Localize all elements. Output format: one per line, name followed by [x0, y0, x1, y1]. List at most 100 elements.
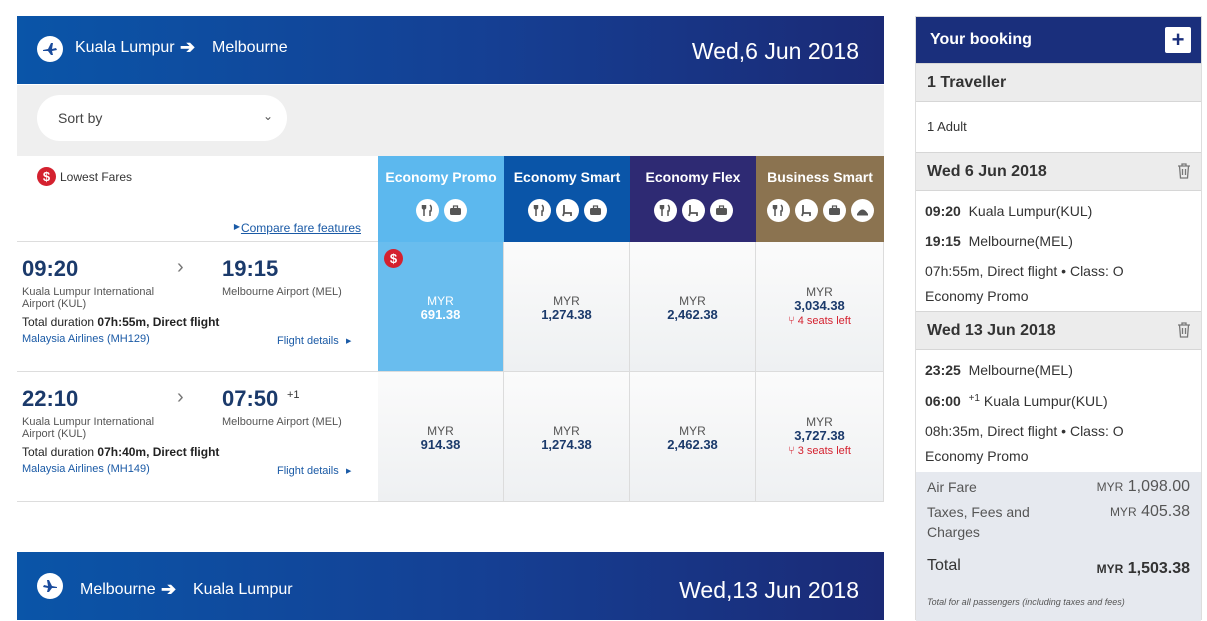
leg-info: 08h:35m, Direct flight • Class: O	[925, 423, 1124, 439]
fare-currency: MYR	[806, 285, 833, 299]
leg-departure: 09:20 Kuala Lumpur(KUL)	[925, 203, 1093, 219]
fare-header-economy-smart[interactable]: Economy Smart	[504, 156, 630, 242]
flight-duration: Total duration 07h:55m, Direct flight	[22, 315, 220, 329]
flight-row: 09:20 › 19:15 Kuala Lumpur International…	[17, 242, 378, 372]
compare-fare-features-link[interactable]: Compare fare features	[240, 221, 361, 235]
fare-amount: 2,462.38	[667, 307, 718, 322]
lowest-fares-label: Lowest Fares	[60, 170, 133, 184]
airline-flight-number: Malaysia Airlines (MH149)	[22, 463, 150, 475]
plus-icon[interactable]: +	[1165, 27, 1191, 53]
leg-date: Wed 13 Jun 2018	[927, 322, 1056, 339]
leg-fare-class: Economy Promo	[925, 288, 1029, 304]
seat-icon: ⑂	[788, 445, 798, 457]
fare-legend: $ Lowest Fares ▶ Compare fare features	[17, 156, 378, 242]
plane-icon	[37, 36, 63, 62]
outbound-route-header: Kuala Lumpur ➔ Melbourne Wed,6 Jun 2018	[17, 16, 884, 84]
traveller-detail: 1 Adult	[927, 119, 967, 134]
next-day-indicator: +1	[287, 389, 300, 401]
seats-left: ⑂ 3 seats left	[788, 445, 851, 457]
destination-city: Melbourne	[212, 39, 288, 56]
fare-amount: 691.38	[420, 307, 461, 322]
arrow-right-icon: ➔	[161, 579, 177, 599]
triangle-right-icon: ▶	[346, 468, 352, 475]
air-fare-value: MYR 1,098.00	[1096, 478, 1190, 495]
arrival-time: 07:50	[222, 386, 279, 411]
meal-icon	[766, 199, 790, 222]
taxes-value: MYR 405.38	[1109, 503, 1190, 520]
triangle-right-icon: ▶	[346, 338, 352, 345]
leg-fare-class: Economy Promo	[925, 448, 1029, 464]
flight-details-link[interactable]: Flight details	[277, 335, 339, 347]
meal-icon	[527, 199, 551, 222]
fare-option-economy-flex[interactable]: MYR 2,462.38	[630, 242, 756, 372]
fare-option-business-smart[interactable]: MYR 3,727.38 ⑂ 3 seats left	[756, 372, 884, 502]
seat-icon	[681, 199, 705, 222]
fare-amount: 3,727.38	[794, 428, 845, 443]
arrow-right-icon: ➔	[180, 37, 196, 57]
seats-left: ⑂ 4 seats left	[788, 315, 851, 327]
return-route-header: Melbourne ➔ Kuala Lumpur Wed,13 Jun 2018	[17, 552, 884, 620]
baggage-icon	[822, 199, 846, 222]
seat-icon	[794, 199, 818, 222]
seat-icon: ⑂	[788, 315, 798, 327]
fare-option-economy-promo[interactable]: $ MYR 691.38	[378, 242, 504, 372]
price-summary: Air Fare MYR 1,098.00 Taxes, Fees and Ch…	[916, 472, 1201, 621]
trash-icon[interactable]	[1177, 163, 1191, 184]
fare-class-name: Economy Smart	[513, 169, 621, 185]
air-fare-label: Air Fare	[927, 479, 977, 495]
lounge-icon	[850, 199, 874, 222]
leg-arrival: 06:00 +1 Kuala Lumpur(KUL)	[925, 393, 1108, 409]
fare-currency: MYR	[427, 424, 454, 438]
travel-date: Wed,13 Jun 2018	[679, 577, 859, 603]
flight-duration: Total duration 07h:40m, Direct flight	[22, 445, 220, 459]
baggage-icon	[583, 199, 607, 222]
fare-option-economy-flex[interactable]: MYR 2,462.38	[630, 372, 756, 502]
meal-icon	[415, 199, 439, 222]
seat-icon	[555, 199, 579, 222]
fare-currency: MYR	[553, 424, 580, 438]
fare-header-business-smart[interactable]: Business Smart	[756, 156, 884, 242]
meal-icon	[653, 199, 677, 222]
leg-date: Wed 6 Jun 2018	[927, 163, 1047, 180]
traveller-section-header: 1 Traveller	[916, 63, 1201, 102]
departure-airport: Kuala Lumpur International Airport (KUL)	[22, 286, 155, 310]
total-label: Total	[927, 557, 961, 574]
fare-amount: 1,274.38	[541, 307, 592, 322]
taxes-label-line2: Charges	[927, 524, 980, 540]
sort-bar: Sort by ⌄	[17, 85, 884, 156]
fare-currency: MYR	[806, 415, 833, 429]
booking-header: Your booking +	[916, 17, 1201, 63]
origin-city: Kuala Lumpur	[75, 39, 175, 56]
trash-icon[interactable]	[1177, 322, 1191, 343]
arrival-time: 19:15	[222, 256, 279, 281]
leg-info: 07h:55m, Direct flight • Class: O	[925, 263, 1124, 279]
sort-label: Sort by	[58, 110, 103, 126]
chevron-right-icon: ›	[177, 256, 184, 278]
chevron-down-icon: ⌄	[262, 109, 273, 123]
outbound-leg-header: Wed 6 Jun 2018	[916, 152, 1201, 191]
fare-option-economy-smart[interactable]: MYR 1,274.38	[504, 242, 630, 372]
departure-time: 22:10	[22, 386, 79, 411]
lowest-fare-icon: $	[37, 167, 56, 186]
fare-class-name: Business Smart	[767, 169, 873, 185]
baggage-icon	[443, 199, 467, 222]
fare-header-economy-promo[interactable]: Economy Promo	[378, 156, 504, 242]
flight-details-link[interactable]: Flight details	[277, 465, 339, 477]
fare-currency: MYR	[427, 294, 454, 308]
traveller-count: 1 Traveller	[927, 74, 1007, 91]
fare-option-economy-promo[interactable]: MYR 914.38	[378, 372, 504, 502]
fare-header-economy-flex[interactable]: Economy Flex	[630, 156, 756, 242]
departure-airport: Kuala Lumpur International Airport (KUL)	[22, 416, 155, 440]
destination-city: Kuala Lumpur	[193, 581, 293, 598]
lowest-fare-icon: $	[384, 249, 403, 268]
return-leg-header: Wed 13 Jun 2018	[916, 311, 1201, 350]
plane-icon	[37, 573, 63, 599]
departure-time: 09:20	[22, 256, 79, 281]
travel-date: Wed,6 Jun 2018	[691, 38, 859, 64]
fare-option-economy-smart[interactable]: MYR 1,274.38	[504, 372, 630, 502]
fare-option-business-smart[interactable]: MYR 3,034.38 ⑂ 4 seats left	[756, 242, 884, 372]
fare-currency: MYR	[553, 294, 580, 308]
arrival-airport: Melbourne Airport (MEL)	[222, 286, 342, 298]
fare-amount: 914.38	[420, 437, 461, 452]
sort-dropdown[interactable]: Sort by ⌄	[37, 95, 287, 141]
